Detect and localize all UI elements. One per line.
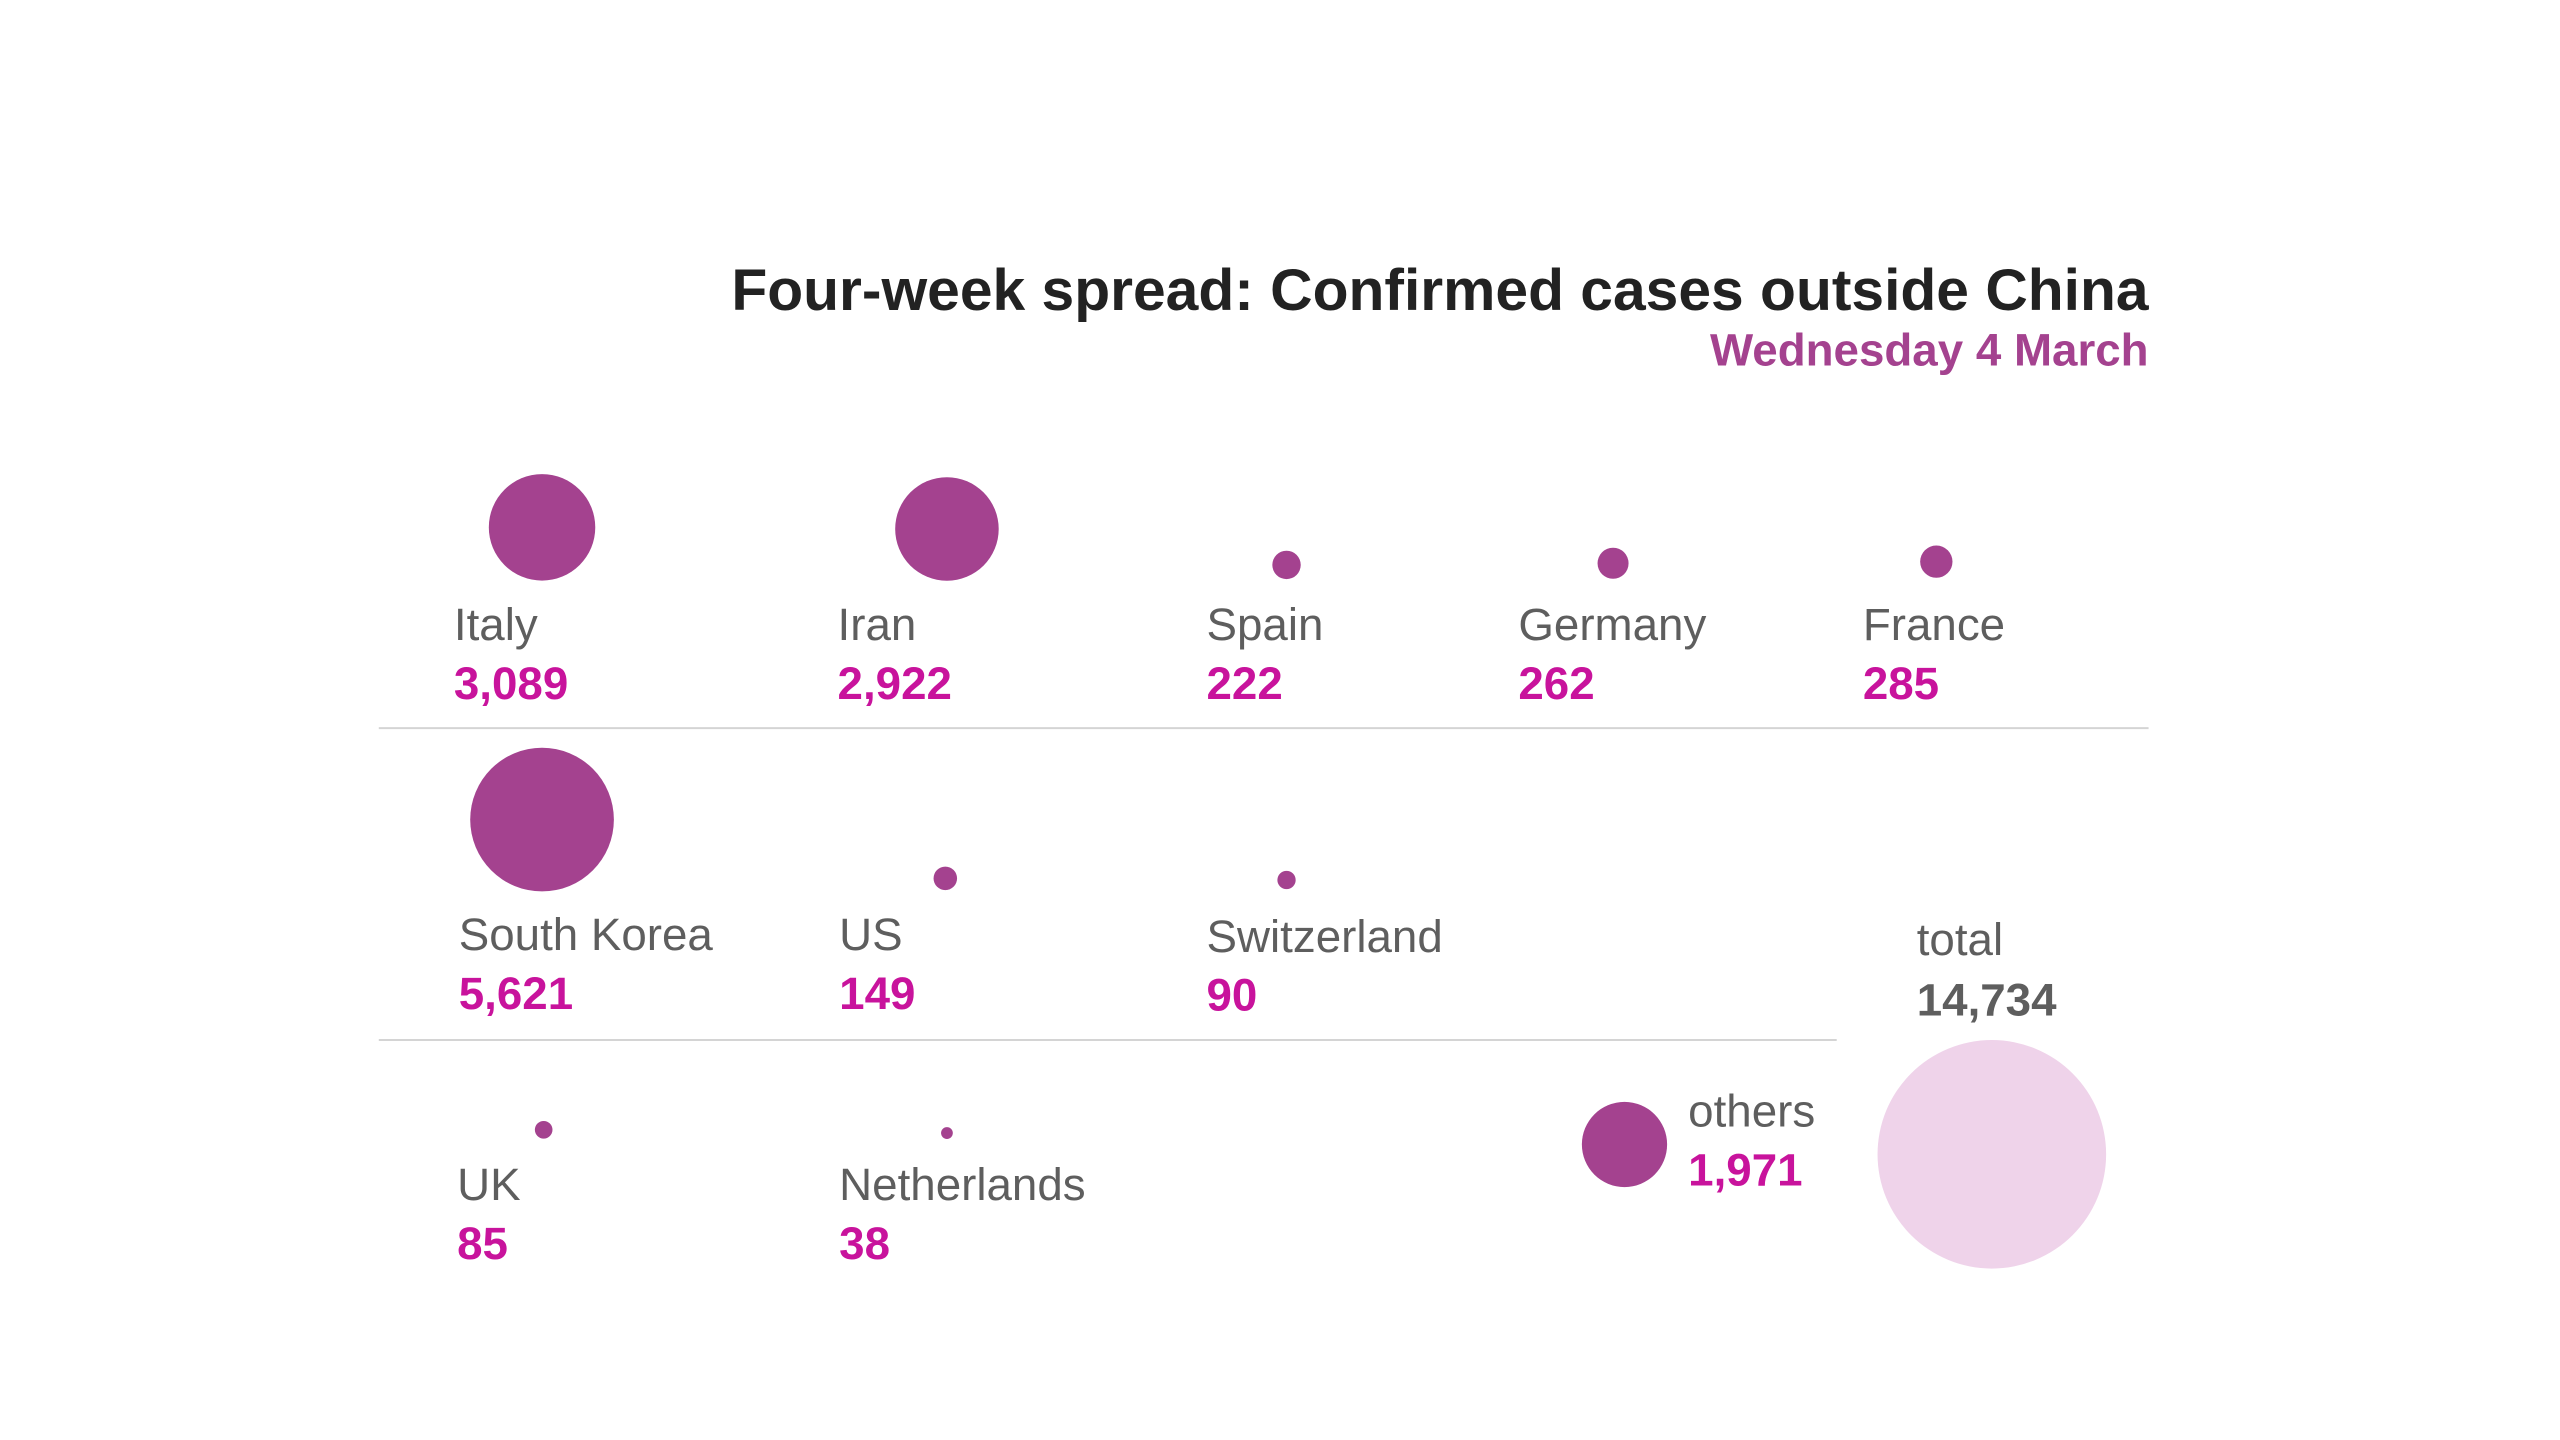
country-label: South Korea xyxy=(459,909,714,960)
bubble-uk xyxy=(534,1120,553,1139)
country-label: Iran xyxy=(838,599,917,650)
total-label: total xyxy=(1917,914,2003,965)
case-count-label: 3,089 xyxy=(454,658,568,709)
country-label: Netherlands xyxy=(839,1159,1085,1210)
case-count-label: 5,621 xyxy=(459,968,573,1019)
case-count-label: 90 xyxy=(1207,970,1258,1021)
country-label: US xyxy=(839,909,903,960)
bubble-others xyxy=(1581,1101,1668,1188)
country-label: Italy xyxy=(454,599,538,650)
bubble-france xyxy=(1920,545,1953,578)
case-count-label: 1,971 xyxy=(1688,1144,1802,1195)
case-count-label: 38 xyxy=(839,1218,890,1269)
total-bubble xyxy=(1877,1040,2107,1269)
chart-title: Four-week spread: Confirmed cases outsid… xyxy=(731,258,2150,323)
country-label: others xyxy=(1688,1086,1815,1137)
country-label: Spain xyxy=(1207,599,1324,650)
country-label: France xyxy=(1863,599,2005,650)
country-label: Switzerland xyxy=(1207,911,1443,962)
bubble-italy xyxy=(488,474,596,581)
bubble-switzerland xyxy=(1277,870,1296,890)
bubble-iran xyxy=(895,477,999,581)
country-label: Germany xyxy=(1518,599,1706,650)
case-count-label: 222 xyxy=(1207,658,1283,709)
case-count-label: 2,922 xyxy=(838,658,952,709)
bubble-netherlands xyxy=(941,1127,953,1139)
case-count-label: 85 xyxy=(457,1218,508,1269)
bubble-germany xyxy=(1597,547,1629,579)
chart-subtitle: Wednesday 4 March xyxy=(1710,325,2149,376)
case-count-label: 262 xyxy=(1518,658,1594,709)
total-value: 14,734 xyxy=(1917,975,2057,1026)
country-label: UK xyxy=(457,1159,520,1210)
case-count-label: 149 xyxy=(839,968,915,1019)
bubble-us xyxy=(933,866,958,891)
bubble-spain xyxy=(1272,550,1301,580)
case-count-label: 285 xyxy=(1863,658,1939,709)
bubble-south-korea xyxy=(470,747,614,892)
